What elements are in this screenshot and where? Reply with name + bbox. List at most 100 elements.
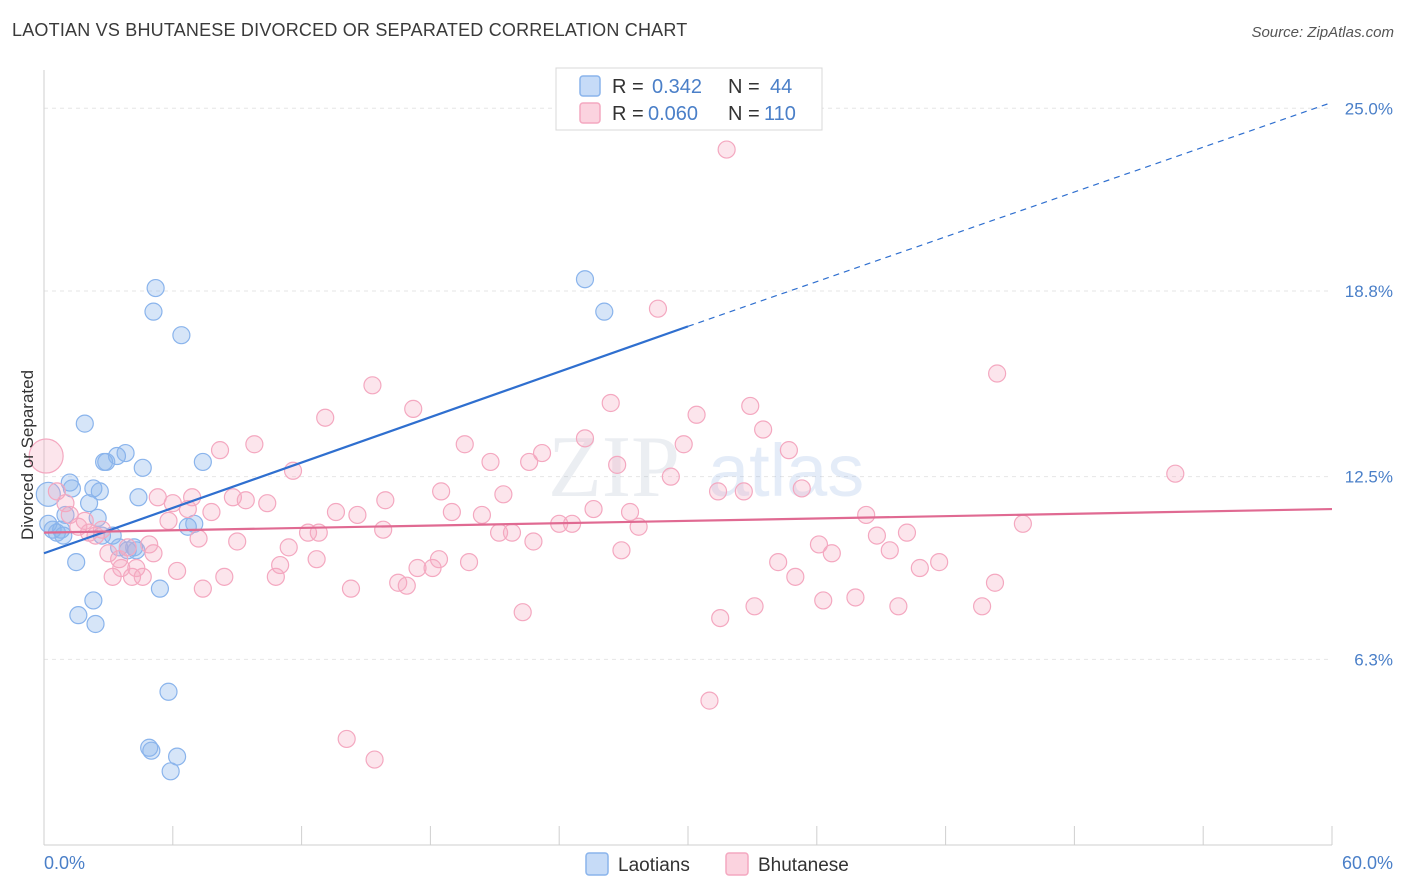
bhutanese-point [429, 550, 449, 569]
bhutanese-point [122, 567, 142, 586]
bhutanese-point [910, 558, 929, 578]
bhutanese-point [348, 505, 367, 525]
x-tick-label-min: 0.0% [44, 853, 85, 873]
bhutanese-point [326, 502, 346, 522]
bhutanese-point [374, 520, 393, 539]
bhutanese-point [532, 443, 552, 463]
bhutanese-point [258, 494, 277, 513]
bhutanese-point [745, 597, 764, 616]
laotian-point [142, 741, 161, 760]
legend-n-value-laotians: 44 [770, 76, 792, 98]
bhutanese-point [99, 544, 118, 563]
bhutanese-point [118, 538, 137, 557]
y-tick-labels: 6.3% 12.5% 18.8% 25.0% [1345, 99, 1393, 669]
bhutanese-point [228, 532, 247, 551]
gridlines [44, 107, 1332, 660]
watermark: ZIP atlas [548, 419, 864, 516]
y-tick-label: 12.5% [1345, 468, 1393, 487]
bhutanese-point [792, 479, 811, 498]
bhutanese-point [520, 452, 539, 472]
legend-r-label-bhutanese: R = [612, 103, 644, 125]
laotian-point [167, 747, 187, 766]
laotian-point [75, 414, 94, 433]
laotian-point [172, 326, 191, 345]
bhutanese-trend-line [43, 507, 1333, 534]
bhutanese-point [341, 579, 361, 598]
bhutanese-point [279, 538, 298, 557]
laotian-point [159, 682, 178, 701]
bhutanese-point [316, 408, 335, 427]
bhutanese-point [140, 535, 159, 554]
bhutanese-point [754, 420, 773, 439]
bhutanese-point [857, 505, 876, 525]
legend-n-value-bhutanese: 110 [764, 103, 796, 125]
laotian-point [67, 553, 86, 572]
bhutanese-point [809, 535, 829, 554]
bhutanese-point [779, 441, 798, 460]
bhutanese-point [608, 455, 627, 474]
legend-n-label-laotians: N = [728, 76, 760, 98]
bhutanese-point [376, 491, 395, 510]
bhutanese-point [75, 511, 94, 530]
trend-lines [43, 101, 1333, 555]
bhutanese-point [442, 502, 461, 522]
watermark-atlas: atlas [708, 429, 864, 512]
laotian-point [595, 302, 614, 321]
x-tick-label-max: 60.0% [1342, 853, 1393, 873]
bhutanese-point [513, 603, 532, 622]
bhutanese-point [133, 567, 152, 586]
y-tick-label: 6.3% [1354, 650, 1393, 669]
stats-legend: R = 0.342 N = 44 R = 0.060 N = 110 [555, 67, 823, 131]
bhutanese-point [193, 579, 212, 598]
series-legend: Laotians Bhutanese [585, 852, 849, 876]
bhutanese-point [575, 429, 595, 448]
legend-n-label-bhutanese: N = [728, 103, 760, 125]
bhutanese-point [408, 558, 427, 578]
bhutanese-point [432, 482, 451, 501]
bhutanese-point [202, 502, 221, 522]
bhutanese-point [271, 555, 290, 575]
laotian-point [69, 606, 88, 625]
bhutanese-point [167, 561, 187, 581]
laotian-point [84, 591, 103, 610]
bhutanese-point [711, 608, 730, 628]
laotian-point [90, 482, 109, 501]
bhutanese-point [337, 729, 356, 749]
bhutanese-point [846, 588, 865, 607]
y-axis-title: Divorced or Separated [18, 370, 37, 540]
bhutanese-point [215, 567, 234, 586]
laotian-trend-line [43, 325, 689, 555]
bhutanese-point [1013, 514, 1032, 533]
bhutanese-point [397, 576, 416, 595]
bhutanese-point [584, 499, 603, 519]
laotian-trend-extension [687, 101, 1333, 327]
laotian-point [133, 458, 152, 477]
legend-swatch-laotians [579, 75, 601, 97]
bhutanese-point [189, 529, 208, 548]
laotian-point [146, 278, 165, 298]
bhutanese-point [700, 691, 719, 710]
legend-swatch-bhutanese-bottom [725, 852, 749, 876]
bhutanese-point [502, 523, 522, 542]
chart-title: LAOTIAN VS BHUTANESE DIVORCED OR SEPARAT… [12, 20, 688, 40]
laotian-point [116, 443, 135, 463]
bhutanese-point [734, 482, 753, 501]
bhutanese-point [159, 511, 178, 530]
bhutanese-point [620, 502, 640, 522]
bhutanese-point [972, 597, 992, 616]
bhutanese-point [769, 553, 788, 572]
bhutanese-point [365, 750, 384, 769]
bhutanese-point [897, 523, 917, 542]
bhutanese-point [494, 485, 513, 504]
bhutanese-point [708, 482, 728, 501]
bhutanese-point [210, 441, 230, 460]
bhutanese-point [404, 399, 423, 418]
laotian-point [193, 452, 212, 472]
bhutanese-point [822, 544, 841, 563]
bhutanese-point [245, 435, 264, 454]
bhutanese-point [266, 567, 285, 586]
source-label: Source: ZipAtlas.com [1251, 24, 1394, 41]
bhutanese-point [459, 553, 479, 572]
laotian-point [125, 538, 144, 557]
